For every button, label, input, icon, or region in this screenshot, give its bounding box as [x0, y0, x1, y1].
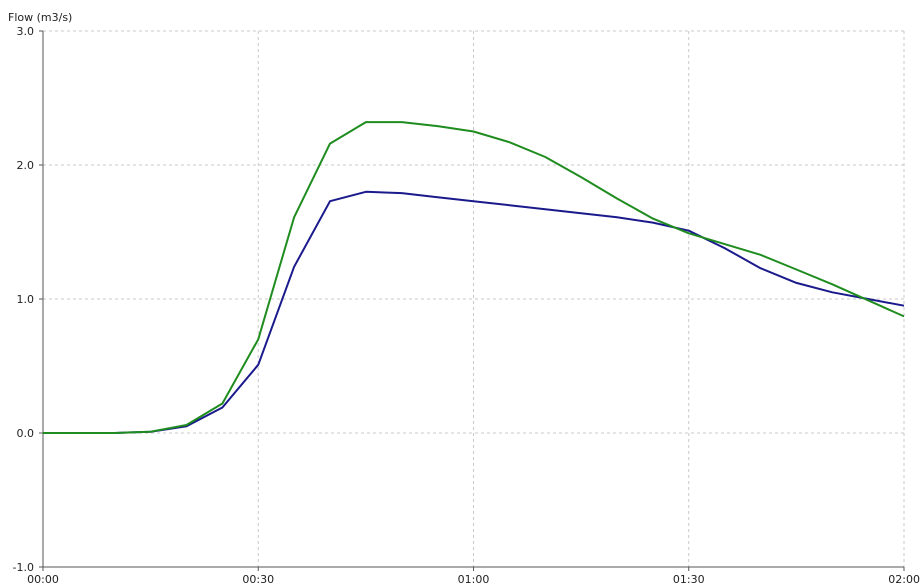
series-2-point — [113, 431, 117, 435]
series-line-1 — [43, 190, 905, 434]
series-2-point — [759, 253, 763, 257]
series-1-point — [400, 191, 404, 195]
x-ticks: 00:00 00:30 01:00 01:30 02:00 — [27, 567, 920, 586]
series-2-point — [472, 130, 476, 134]
y-tick-label: 0.0 — [17, 427, 35, 440]
series-1-point — [364, 190, 368, 194]
series-2-point — [292, 215, 296, 219]
x-tick-label: 02:00 — [888, 573, 920, 586]
series-2-point — [436, 124, 440, 128]
y-tick-label: 1.0 — [17, 293, 35, 306]
series-2-point — [328, 142, 332, 146]
series-2-point — [41, 431, 45, 435]
series-1-point — [256, 363, 260, 367]
series-2-point — [256, 337, 260, 341]
series-2-point — [830, 282, 834, 286]
series-2-point — [400, 120, 404, 124]
series-1-point — [220, 406, 224, 410]
series-2-point — [902, 314, 906, 318]
series-1-point — [651, 221, 655, 225]
series-2-point — [687, 231, 691, 235]
series-1-point — [830, 290, 834, 294]
series-2-point — [507, 140, 511, 144]
series-1-point — [902, 304, 906, 308]
series-1-point — [723, 246, 727, 250]
series-1-point — [472, 199, 476, 203]
series-1-point — [794, 281, 798, 285]
series-2-point — [543, 155, 547, 159]
y-tick-label: 2.0 — [17, 159, 35, 172]
series-2-point — [185, 423, 189, 427]
series-1-point — [759, 266, 763, 270]
series-1-point — [615, 215, 619, 219]
y-axis-label: Flow (m3/s) — [8, 11, 72, 24]
series-2-point — [579, 175, 583, 179]
x-tick-label: 00:30 — [242, 573, 274, 586]
series-2-point — [77, 431, 81, 435]
series-1-point — [543, 207, 547, 211]
series-2-point — [866, 298, 870, 302]
x-tick-label: 01:30 — [673, 573, 705, 586]
series-2-point — [220, 402, 224, 406]
y-ticks: 3.0 2.0 1.0 0.0 -1.0 — [13, 25, 43, 574]
grid-lines — [43, 30, 905, 567]
series-line-2 — [43, 121, 905, 434]
series-2-point — [149, 430, 153, 434]
y-tick-label: -1.0 — [13, 561, 34, 574]
series-2-point — [364, 120, 368, 124]
series-2-point — [723, 242, 727, 246]
x-tick-label: 00:00 — [27, 573, 59, 586]
series-1-point — [507, 203, 511, 207]
series-1-point — [436, 195, 440, 199]
x-tick-label: 01:00 — [458, 573, 490, 586]
y-tick-label: 3.0 — [17, 25, 35, 38]
series-lines — [41, 120, 906, 435]
series-2-point — [651, 217, 655, 221]
series-1-point — [579, 211, 583, 215]
series-2-point — [794, 268, 798, 272]
series-1-point — [328, 199, 332, 203]
series-1-point — [292, 265, 296, 269]
series-2-point — [615, 197, 619, 201]
